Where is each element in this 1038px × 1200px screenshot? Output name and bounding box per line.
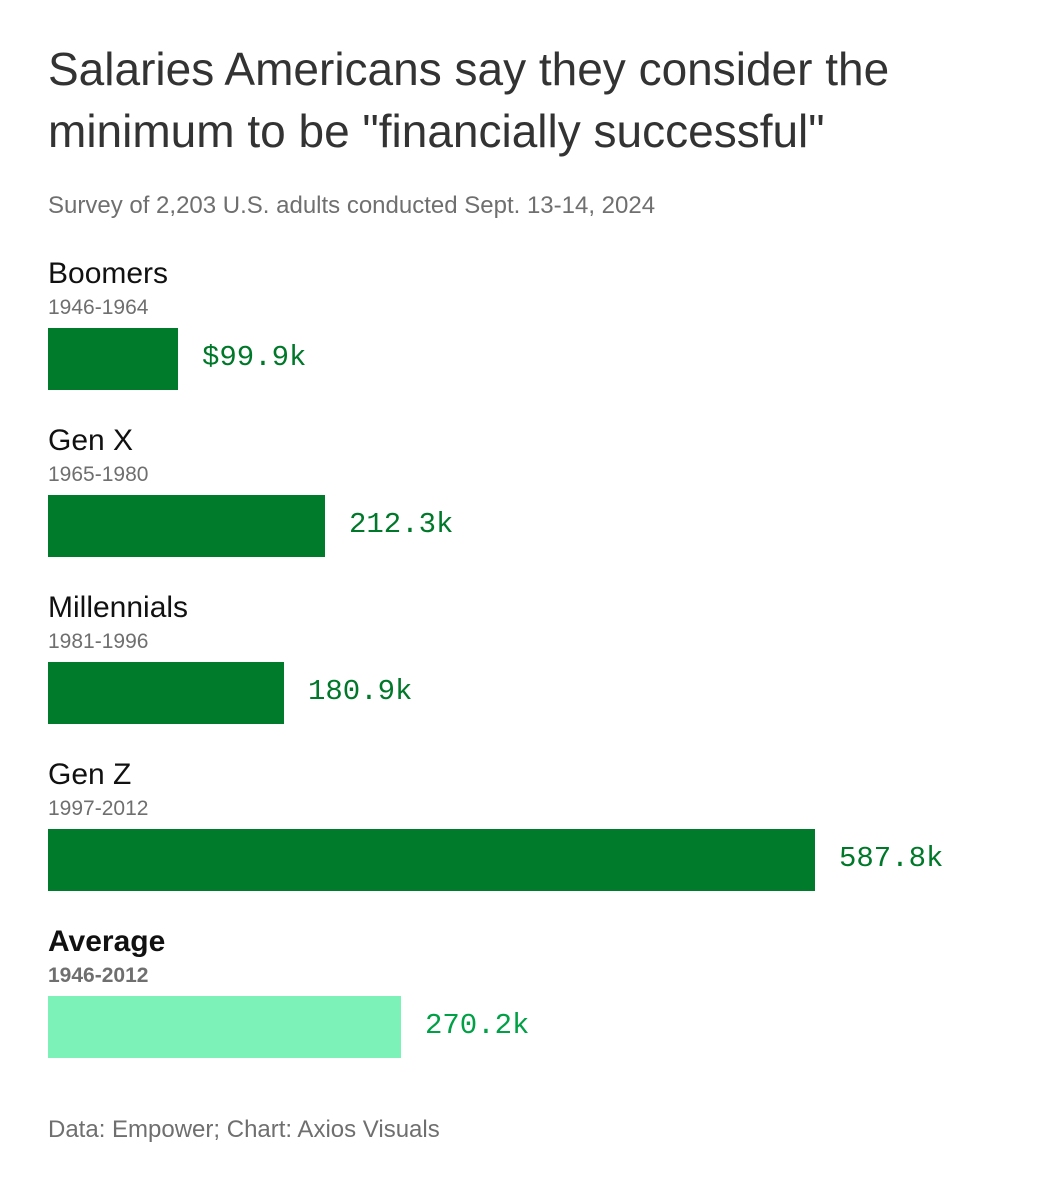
bar-group-average: Average 1946-2012 270.2k	[48, 924, 1008, 1064]
chart-title: Salaries Americans say they consider the…	[48, 43, 890, 157]
year-range-label: 1946-1964	[48, 296, 149, 319]
bar	[48, 495, 325, 557]
bar-group-gen-z: Gen Z 1997-2012 587.8k	[48, 757, 1008, 897]
chart-subtitle: Survey of 2,203 U.S. adults conducted Se…	[48, 192, 656, 219]
bar	[48, 996, 401, 1058]
source-note: Data: Empower; Chart: Axios Visuals	[48, 1116, 440, 1143]
category-label: Boomers	[48, 257, 169, 290]
bar-group-millennials: Millennials 1981-1996 180.9k	[48, 590, 1008, 730]
category-label: Millennials	[48, 591, 189, 624]
year-range-label: 1965-1980	[48, 463, 149, 486]
year-range-label: 1997-2012	[48, 797, 149, 820]
bar	[48, 328, 178, 390]
bar	[48, 662, 284, 724]
category-label: Average	[48, 925, 166, 958]
year-range-label: 1946-2012	[48, 964, 149, 987]
category-label: Gen X	[48, 424, 134, 457]
bar-group-gen-x: Gen X 1965-1980 212.3k	[48, 423, 1008, 563]
value-label: 212.3k	[349, 508, 454, 541]
bar	[48, 829, 815, 891]
value-label: 180.9k	[308, 675, 413, 708]
value-label: $99.9k	[202, 341, 307, 374]
value-label: 270.2k	[425, 1009, 530, 1042]
bar-group-boomers: Boomers 1946-1964 $99.9k	[48, 256, 1008, 396]
category-label: Gen Z	[48, 758, 132, 791]
year-range-label: 1981-1996	[48, 630, 149, 653]
value-label: 587.8k	[839, 842, 944, 875]
